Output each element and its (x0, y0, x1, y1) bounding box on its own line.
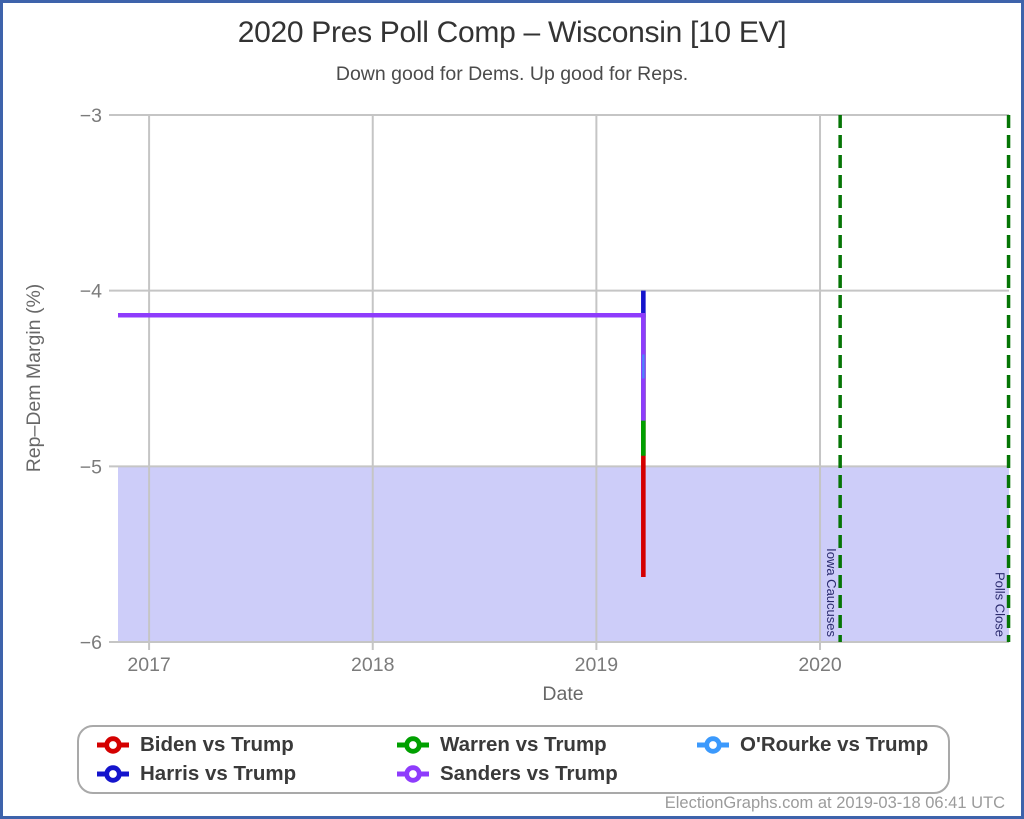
legend-item-label: Harris vs Trump (140, 762, 297, 785)
legend-marker-icon (97, 736, 129, 754)
legend-item-biden-vs-trump: Biden vs Trump (95, 734, 395, 756)
legend-marker-icon (97, 765, 129, 783)
shaded-region (118, 466, 1009, 642)
y-tick-label: −5 (80, 456, 102, 478)
plot-area: −3 −4 −5 −6 2017 2018 2019 2020 Iowa Caucuses Pol… (23, 105, 1011, 705)
series-line-warren-vs-trump (118, 312, 646, 456)
y-tick-label: −3 (80, 105, 102, 127)
chart-title: 2020 Pres Poll Comp – Wisconsin [10 EV] (237, 16, 787, 49)
event-label-iowa-caucuses: Iowa Caucuses (824, 548, 839, 637)
x-tick-label: 2019 (575, 654, 618, 676)
series-line-harris-vs-trump (118, 290, 646, 318)
x-tick-label: 2017 (127, 654, 170, 676)
legend-item-harris-vs-trump: Harris vs Trump (95, 763, 395, 785)
series-line-sanders-vs-trump (118, 312, 646, 421)
y-tick-label: −6 (80, 632, 102, 654)
plot-generated-layer: −3 −4 −5 −6 2017 2018 2019 2020 Iowa Caucuses Pol… (80, 105, 1011, 676)
legend-item-label: Sanders vs Trump (440, 762, 618, 785)
credit-text: ElectionGraphs.com at 2019-03-18 06:41 U… (664, 794, 1005, 812)
legend-marker-icon (397, 765, 429, 783)
x-tick-label: 2018 (351, 654, 394, 676)
event-label-polls-close: Polls Close (993, 572, 1008, 637)
legend-item-warren-vs-trump: Warren vs Trump (395, 734, 695, 756)
legend: Biden vs Trump Harris vs Trump Warren vs T… (77, 725, 950, 794)
legend-marker-icon (697, 736, 729, 754)
y-tick-label: −4 (80, 281, 102, 303)
chart-subtitle: Down good for Dems. Up good for Reps. (335, 63, 689, 85)
series-line-o-rourke-vs-trump (118, 312, 646, 379)
legend-item-label: O'Rourke vs Trump (740, 732, 929, 756)
legend-item-label: Warren vs Trump (440, 732, 607, 756)
legend-item-sanders-vs-trump: Sanders vs Trump (395, 763, 695, 785)
x-axis-title: Date (542, 683, 583, 705)
y-axis-title: Rep–Dem Margin (%) (23, 284, 45, 473)
legend-item-o-rourke-vs-trump: O'Rourke vs Trump (695, 734, 948, 756)
x-tick-label: 2020 (798, 654, 842, 676)
legend-item-label: Biden vs Trump (140, 732, 294, 756)
legend-marker-icon (397, 736, 429, 754)
